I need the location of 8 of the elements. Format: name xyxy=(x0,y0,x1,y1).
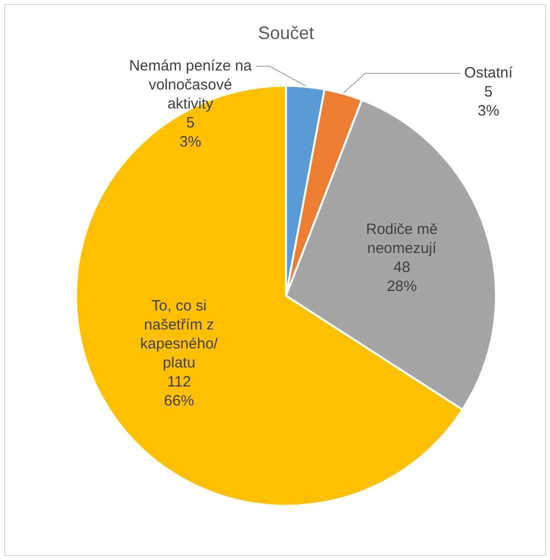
data-label: 5 3% xyxy=(180,114,202,150)
data-label: 5 3% xyxy=(478,83,500,120)
chart-title: Součet xyxy=(258,22,314,43)
slice-label: To, co si našetřím z kapesného/platu xyxy=(140,298,219,372)
slice-label: Ostatní xyxy=(464,64,514,82)
data-label: 48 28% xyxy=(386,258,417,295)
data-label: 112 66% xyxy=(164,374,194,410)
slice-label: Rodiče mě neomezují xyxy=(366,220,438,257)
